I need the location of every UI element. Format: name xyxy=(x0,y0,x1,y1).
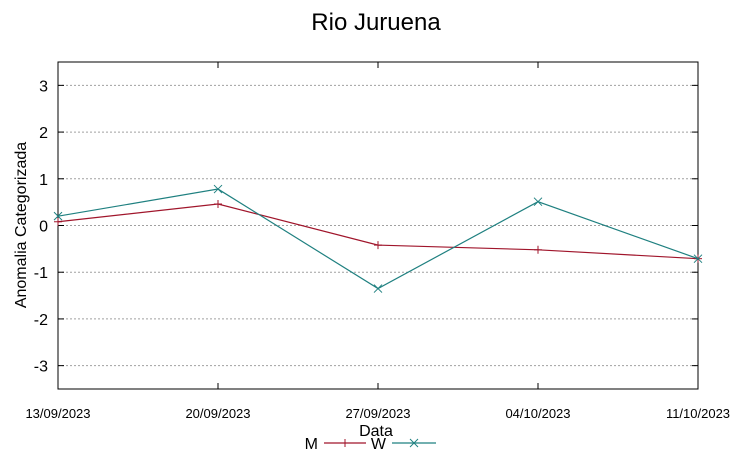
x-tick-label: 13/09/2023 xyxy=(25,406,90,421)
legend-item-w: W xyxy=(371,436,436,453)
y-axis-label: Anomalia Categorizada xyxy=(13,142,30,308)
gridlines xyxy=(58,84,698,367)
data-point-marker xyxy=(693,254,703,264)
series-m xyxy=(54,200,702,263)
legend-label: W xyxy=(371,436,387,453)
y-tick-label: -3 xyxy=(34,359,48,376)
data-point-marker xyxy=(533,197,543,207)
chart-title: Rio Juruena xyxy=(311,9,441,36)
x-tick-label: 27/09/2023 xyxy=(345,406,410,421)
y-axis-ticks: 3 2 1 0 -1 -2 -3 xyxy=(34,78,698,376)
legend-label: M xyxy=(305,436,318,453)
y-tick-label: -2 xyxy=(34,312,48,329)
series-line xyxy=(57,188,699,290)
x-tick-label: 04/10/2023 xyxy=(505,406,570,421)
x-axis-ticks: 13/09/2023 20/09/2023 27/09/2023 04/10/2023… xyxy=(25,62,730,421)
x-tick-label: 20/09/2023 xyxy=(185,406,250,421)
series-w xyxy=(53,184,703,293)
y-tick-label: -1 xyxy=(34,265,48,282)
data-point-marker xyxy=(213,184,223,194)
legend-item-m: M xyxy=(305,436,366,453)
y-tick-label: 1 xyxy=(39,172,48,189)
data-point-marker xyxy=(409,438,419,448)
data-point-marker xyxy=(53,211,63,221)
data-point-marker xyxy=(373,284,383,293)
y-tick-label: 2 xyxy=(39,125,48,142)
y-tick-label: 0 xyxy=(39,219,48,236)
x-axis-label: Data xyxy=(359,423,393,440)
series-line xyxy=(57,203,699,260)
series-group xyxy=(53,184,703,293)
x-tick-label: 11/10/2023 xyxy=(666,406,730,421)
y-tick-label: 3 xyxy=(39,78,48,95)
